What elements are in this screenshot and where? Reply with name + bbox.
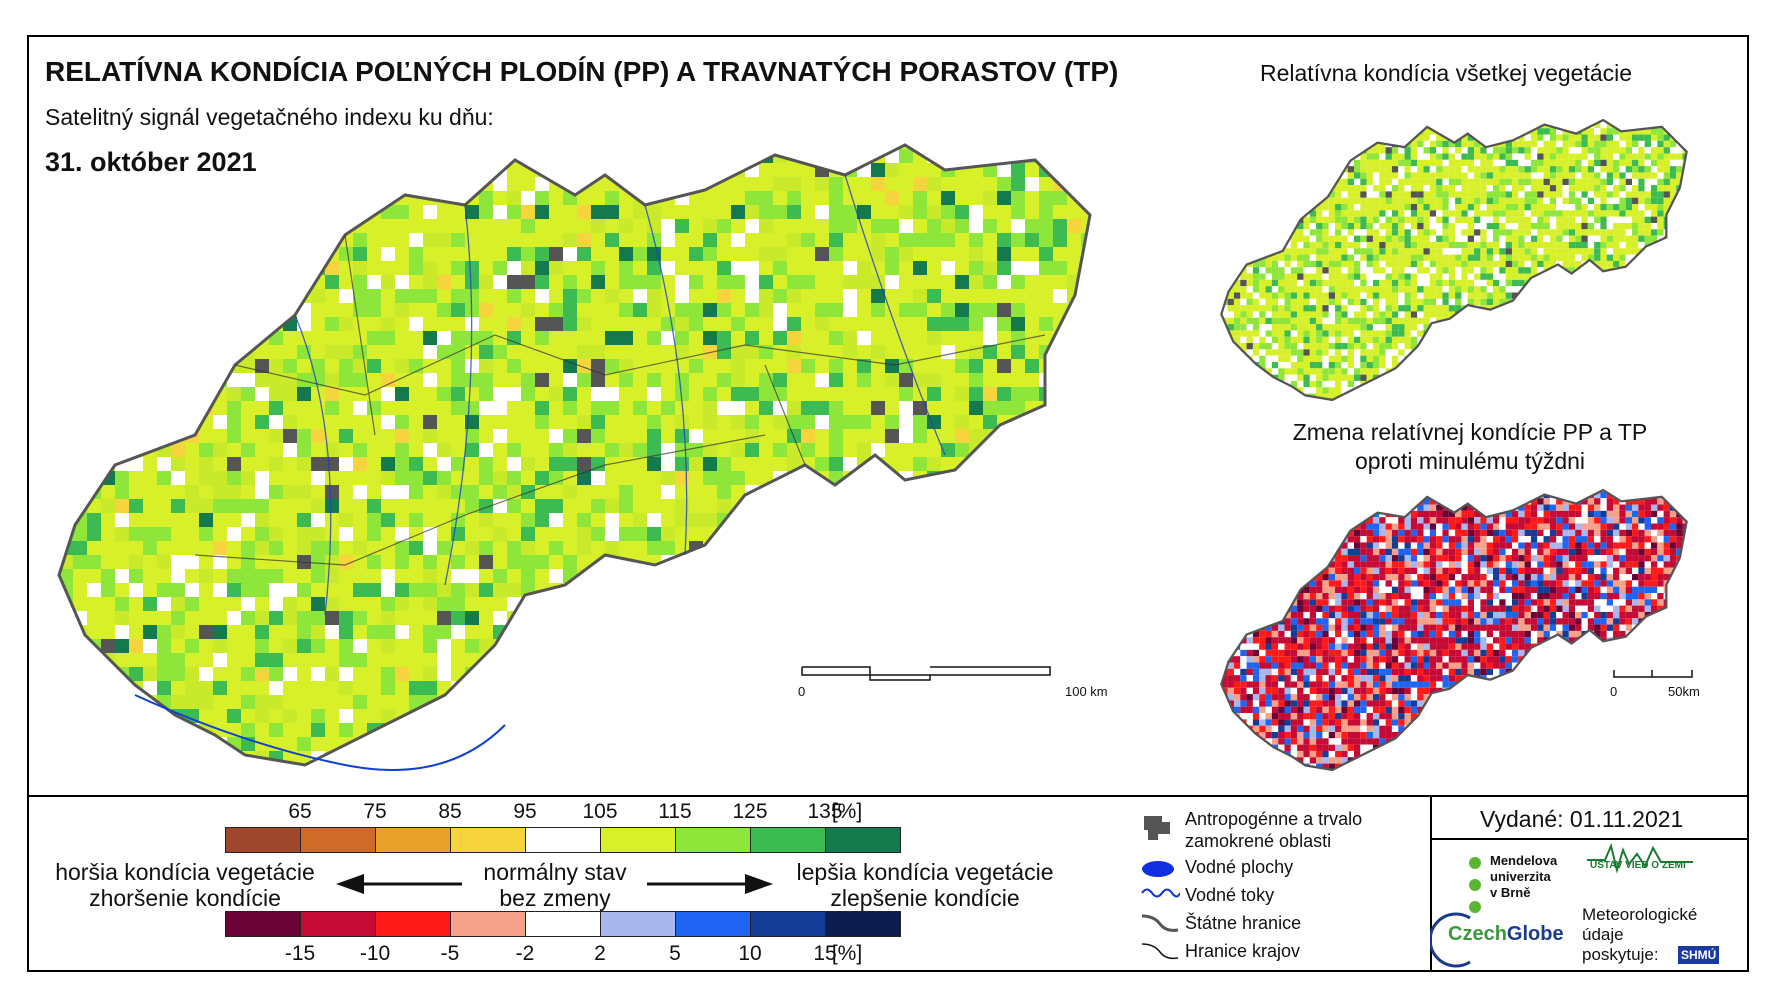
change-title-line2: oproti minulému týždni xyxy=(1354,448,1586,474)
legend_condition-tick: 85 xyxy=(438,800,462,823)
legend-area xyxy=(27,795,1749,972)
legend_condition-tick: 105 xyxy=(582,800,618,823)
left-arrow-icon xyxy=(336,874,462,894)
legend_change-swatch xyxy=(451,912,526,936)
small-scale-zero: 0 xyxy=(1610,684,1618,699)
issued-date: Vydané: 01.11.2021 xyxy=(1480,806,1684,832)
legend_condition-tick: 125 xyxy=(732,800,768,823)
subtitle: Satelitný signál vegetačného indexu ku d… xyxy=(45,104,494,130)
main-condition-map xyxy=(57,143,1092,771)
shmu-logo: SHMÚ xyxy=(1678,946,1720,964)
scale-end: 100 km xyxy=(1065,684,1108,699)
legend_change-swatch xyxy=(301,912,376,936)
legend_change-swatch xyxy=(751,912,826,936)
legend_condition-swatch xyxy=(301,828,376,852)
legend-state-borders: Štátne hranice xyxy=(1185,913,1302,933)
better-label: lepšia kondícia vegetácie zlepšenie kondí… xyxy=(796,859,1054,911)
state-border-icon xyxy=(1141,914,1179,932)
scale-zero: 0 xyxy=(798,684,806,699)
legend_condition-swatch xyxy=(601,828,676,852)
legend_change-swatch xyxy=(376,912,451,936)
legend_change-tick: 5 xyxy=(669,942,681,965)
mendel-logo-icon xyxy=(1469,857,1481,913)
anthropogenic-icon xyxy=(1144,816,1170,840)
czechglobe-logo-icon xyxy=(1430,912,1471,968)
legend_condition-tick: 65 xyxy=(288,800,312,823)
all-vegetation-map xyxy=(1220,118,1688,402)
legend_condition-tick: 135 xyxy=(807,800,843,823)
legend_condition-tick: [%] xyxy=(831,800,863,823)
legend_change-tick: 2 xyxy=(594,942,606,965)
met-data-text: Meteorologické údaje poskytuje: xyxy=(1582,905,1698,964)
issued-divider xyxy=(1430,838,1749,840)
change-color-scale xyxy=(225,911,901,937)
legend_condition-tick: 75 xyxy=(363,800,387,823)
legend-water-areas: Vodné plochy xyxy=(1185,857,1294,877)
legend_change-tick: 15 xyxy=(813,942,837,965)
legend_condition-swatch xyxy=(226,828,301,852)
legend-region-borders: Hranice krajov xyxy=(1185,941,1301,961)
legend_change-swatch xyxy=(826,912,900,936)
legend-anthropogenic: Antropogénne a trvalo zamokrené oblasti xyxy=(1185,809,1363,851)
legend_change-tick: 10 xyxy=(738,942,762,965)
change-map-title: Zmena relatívnej kondície PP a TP oproti… xyxy=(1270,418,1670,476)
main-scale-bar xyxy=(801,666,1051,681)
worse-label: horšia kondícia vegetácie zhoršenie kondí… xyxy=(55,859,315,911)
legend_change-swatch xyxy=(226,912,301,936)
legend_change-tick: [%] xyxy=(831,942,863,965)
legend_change-tick: -2 xyxy=(515,942,535,965)
right-arrow-icon xyxy=(647,874,773,894)
legend_change-swatch xyxy=(676,912,751,936)
legend_condition-tick: 95 xyxy=(513,800,537,823)
legend_change-tick: -15 xyxy=(284,942,316,965)
legend_condition-swatch xyxy=(451,828,526,852)
legend_condition-tick: 115 xyxy=(658,800,692,823)
legend_change-swatch xyxy=(601,912,676,936)
legend_change-tick: -5 xyxy=(440,942,460,965)
all-vegetation-title: Relatívna kondícia všetkej vegetácie xyxy=(1260,60,1633,86)
czechglobe-logo-text: CzechGlobe xyxy=(1448,923,1564,945)
legend_change-swatch xyxy=(526,912,601,936)
legend_condition-swatch xyxy=(751,828,826,852)
stream-icon xyxy=(1141,888,1180,898)
change-title-line1: Zmena relatívnej kondície PP a TP xyxy=(1292,419,1648,445)
issued-box xyxy=(1430,797,1749,972)
small-scale-end: 50km xyxy=(1668,684,1700,699)
small-scale-bar xyxy=(1613,670,1693,678)
ustav-logo: ÚSTAV VIED O ZEMI xyxy=(1590,860,1686,871)
legend-water-streams: Vodné toky xyxy=(1185,885,1275,905)
date-label: 31. október 2021 xyxy=(45,147,257,177)
water-area-icon xyxy=(1142,861,1174,877)
legend_condition-swatch xyxy=(376,828,451,852)
legend_condition-swatch xyxy=(826,828,900,852)
legend_condition-swatch xyxy=(676,828,751,852)
change-map xyxy=(1220,488,1688,772)
legend_change-tick: -10 xyxy=(359,942,391,965)
mendel-logo-text: Mendelova univerzita v Brně xyxy=(1490,853,1558,900)
normal-label: normálny stav bez zmeny xyxy=(483,859,627,911)
legend_condition-swatch xyxy=(526,828,601,852)
main-title: RELATÍVNA KONDÍCIA POĽNÝCH PLODÍN (PP) A… xyxy=(45,56,1119,87)
ustav-logo-icon xyxy=(1587,842,1693,874)
condition-color-scale xyxy=(225,827,901,853)
region-border-icon xyxy=(1141,943,1179,960)
